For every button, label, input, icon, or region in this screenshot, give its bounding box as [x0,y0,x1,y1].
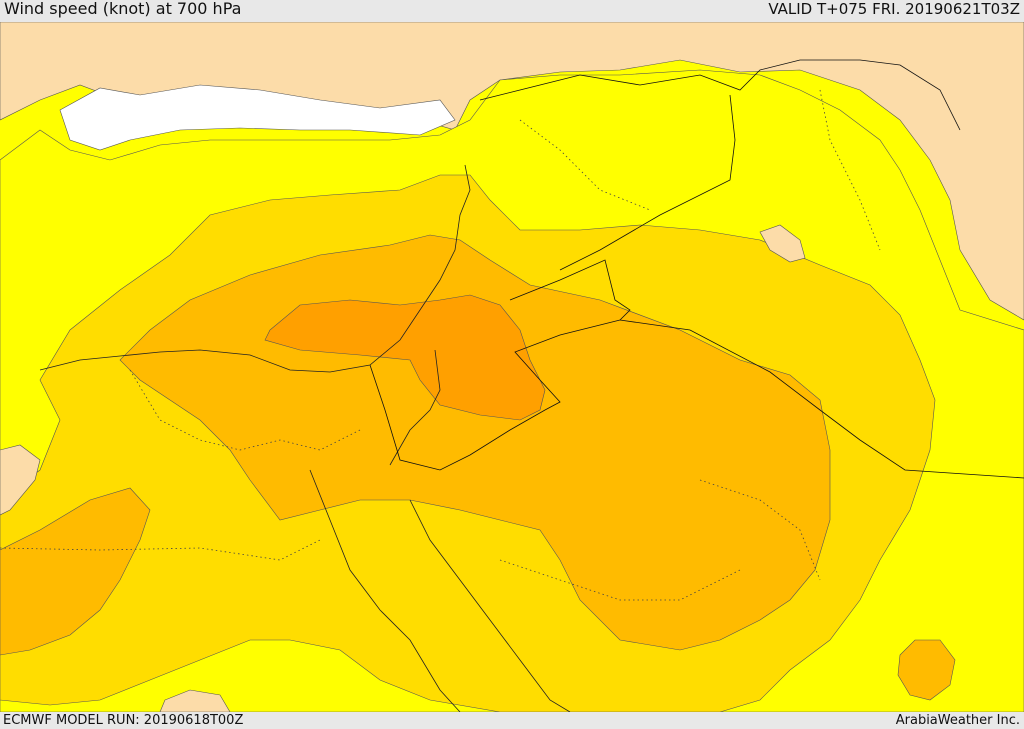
field-land-low-patch [0,444,41,516]
credit: ArabiaWeather Inc. [895,713,1020,728]
valid-time: VALID T+075 FRI. 20190621T03Z [768,0,1020,18]
field-level4 [264,294,546,421]
field-land-low-patch [159,689,231,712]
field-white-band [59,84,456,151]
map-footer: ECMWF MODEL RUN: 20190618T00Z ArabiaWeat… [0,712,1024,729]
coastline [409,499,571,712]
border [479,59,961,131]
coastline [39,164,471,373]
model-run: ECMWF MODEL RUN: 20190618T00Z [3,713,244,728]
admin-boundary [699,479,821,581]
border [369,319,1024,479]
coastline [389,349,441,466]
map-title: Wind speed (knot) at 700 hPa [4,0,242,18]
field-level3-east-spot [897,639,956,701]
admin-boundary [129,369,361,451]
field-level3-west [0,487,151,656]
admin-boundary [499,559,741,601]
map-header: Wind speed (knot) at 700 hPa VALID T+075… [0,0,1024,22]
field-land-low-patch [759,224,806,263]
border [559,94,736,271]
coastline [309,469,461,712]
border [509,259,631,321]
admin-boundary [819,89,881,251]
wind-speed-map [0,22,1024,712]
